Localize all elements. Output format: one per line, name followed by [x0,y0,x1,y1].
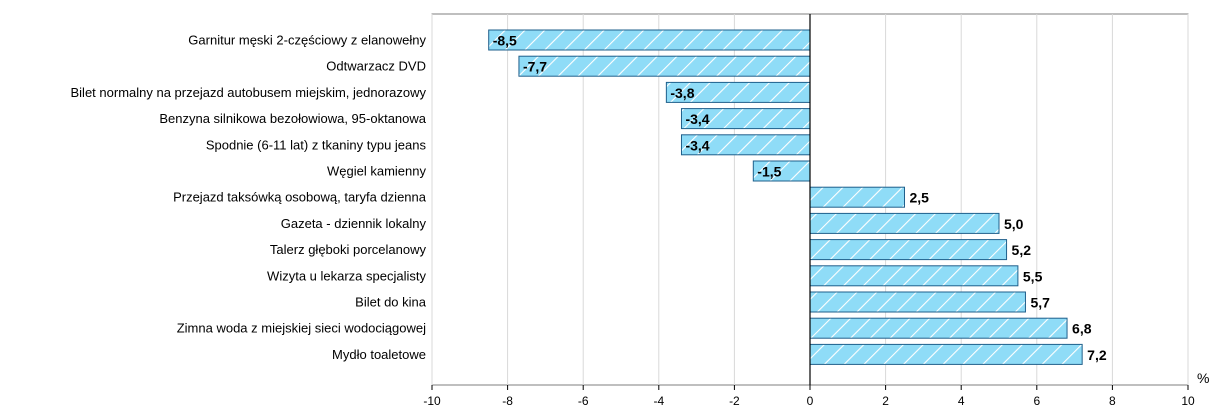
data-label: 2,5 [910,190,930,206]
x-tick-label: 10 [1181,394,1195,408]
x-tick-label: -2 [729,394,740,408]
bar [809,239,1008,261]
x-tick-label: -10 [423,394,441,408]
category-label: Odtwarzacz DVD [326,59,426,74]
x-tick-label: 4 [958,394,965,408]
x-axis-unit-label: % [1197,370,1209,386]
data-label: -3,4 [685,111,709,127]
category-label: Garnitur męski 2-częściowy z elanowełny [188,33,426,48]
value-labels: -8,5 -7,7 -3,8 -3,4 -3,4 -1,5 2,5 5,0 5,2 5,5 5,7 6… [493,33,1107,363]
category-label: Bilet do kina [355,295,427,310]
category-label: Spodnie (6-11 lat) z tkaniny typu jeans [206,137,427,152]
bars [488,29,1083,365]
x-tick-label: -6 [578,394,589,408]
x-axis-ticks: -10 -8 -6 -4 -2 0 2 4 6 8 10 [423,385,1195,408]
bar [809,343,1083,365]
category-label: Przejazd taksówką osobową, taryfa dzienn… [173,190,427,205]
data-label: 6,8 [1072,321,1092,337]
category-label: Gazeta - dziennik lokalny [281,216,427,231]
data-label: -3,8 [670,85,694,101]
bar [488,29,811,51]
data-label: -1,5 [757,164,781,180]
bar [809,291,1026,313]
data-label: 5,7 [1030,295,1050,311]
x-tick-label: -8 [502,394,513,408]
x-tick-label: 0 [807,394,814,408]
data-label: 7,2 [1087,347,1107,363]
category-labels: Garnitur męski 2-częściowy z elanowełny O… [71,33,427,362]
category-label: Bilet normalny na przejazd autobusem mie… [71,85,427,100]
data-label: -3,4 [685,137,709,153]
bar [809,317,1068,339]
data-label: -7,7 [523,59,547,75]
bar [809,265,1019,287]
x-tick-label: 8 [1109,394,1116,408]
bar [809,212,1000,234]
data-label: 5,5 [1023,268,1043,284]
bar [809,186,905,208]
data-label: 5,2 [1012,242,1032,258]
category-label: Węgiel kamienny [327,164,426,179]
category-label: Mydło toaletowe [332,347,426,362]
x-tick-label: 6 [1033,394,1040,408]
category-label: Wizyta u lekarza specjalisty [267,268,426,283]
data-label: -8,5 [493,33,517,49]
bar [518,55,811,77]
x-tick-label: -4 [653,394,664,408]
category-label: Benzyna silnikowa bezołowiowa, 95-oktano… [159,111,426,126]
data-label: 5,0 [1004,216,1024,232]
category-label: Talerz głęboki porcelanowy [270,242,427,257]
x-tick-label: 2 [882,394,889,408]
category-label: Zimna woda z miejskiej sieci wodociągowe… [177,321,426,336]
